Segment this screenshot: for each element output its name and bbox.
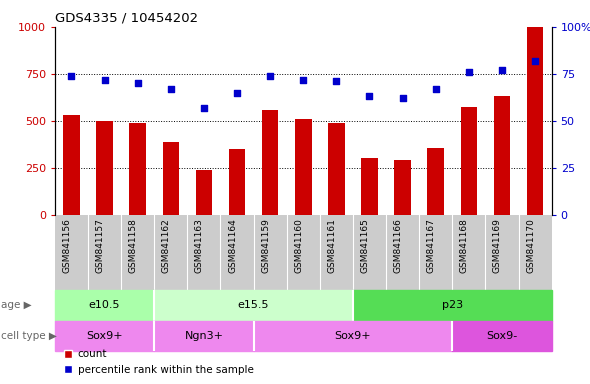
Bar [494, 96, 510, 215]
Point [67, 73, 76, 79]
Point [464, 69, 474, 75]
Bar [394, 159, 411, 215]
Text: GSM841158: GSM841158 [129, 218, 137, 273]
Bar [154, 321, 254, 351]
Text: GSM841156: GSM841156 [63, 218, 71, 273]
Bar [427, 148, 444, 215]
Point [398, 95, 407, 101]
Text: Sox9-: Sox9- [486, 331, 517, 341]
Point [266, 73, 275, 79]
Text: GSM841161: GSM841161 [327, 218, 336, 273]
Bar [63, 115, 80, 215]
Bar [527, 27, 543, 215]
Text: GSM841164: GSM841164 [228, 218, 237, 273]
Bar [254, 321, 453, 351]
Bar [96, 121, 113, 215]
Text: p23: p23 [442, 300, 463, 310]
Bar [196, 170, 212, 215]
Legend: count, percentile rank within the sample: count, percentile rank within the sample [60, 345, 258, 379]
Text: GSM841167: GSM841167 [427, 218, 436, 273]
Point [497, 67, 507, 73]
Text: GDS4335 / 10454202: GDS4335 / 10454202 [55, 12, 198, 25]
Point [166, 86, 175, 92]
Text: e15.5: e15.5 [238, 300, 269, 310]
Text: age ▶: age ▶ [1, 300, 31, 310]
Point [530, 58, 540, 64]
Point [232, 90, 242, 96]
Point [431, 86, 441, 92]
Bar [129, 123, 146, 215]
Bar [295, 119, 312, 215]
Bar [353, 290, 552, 321]
Point [365, 93, 374, 99]
Text: Sox9+: Sox9+ [335, 331, 371, 341]
Text: GSM841166: GSM841166 [394, 218, 402, 273]
Point [199, 105, 209, 111]
Text: Sox9+: Sox9+ [86, 331, 123, 341]
Point [299, 76, 308, 83]
Point [133, 80, 142, 86]
Bar [262, 110, 278, 215]
Point [100, 76, 109, 83]
Bar [55, 290, 154, 321]
Text: GSM841160: GSM841160 [294, 218, 303, 273]
Text: GSM841163: GSM841163 [195, 218, 204, 273]
Bar [154, 290, 353, 321]
Text: GSM841169: GSM841169 [493, 218, 502, 273]
Text: GSM841162: GSM841162 [162, 218, 171, 273]
Text: Ngn3+: Ngn3+ [185, 331, 224, 341]
Text: GSM841159: GSM841159 [261, 218, 270, 273]
Bar [328, 123, 345, 215]
Text: GSM841165: GSM841165 [360, 218, 369, 273]
Bar [461, 107, 477, 215]
Bar [55, 321, 154, 351]
Point [332, 78, 341, 84]
Text: e10.5: e10.5 [89, 300, 120, 310]
Bar [361, 158, 378, 215]
Bar [453, 321, 552, 351]
Text: cell type ▶: cell type ▶ [1, 331, 57, 341]
Text: GSM841157: GSM841157 [96, 218, 104, 273]
Text: GSM841168: GSM841168 [460, 218, 469, 273]
Bar [162, 142, 179, 215]
Bar [229, 149, 245, 215]
Text: GSM841170: GSM841170 [526, 218, 535, 273]
